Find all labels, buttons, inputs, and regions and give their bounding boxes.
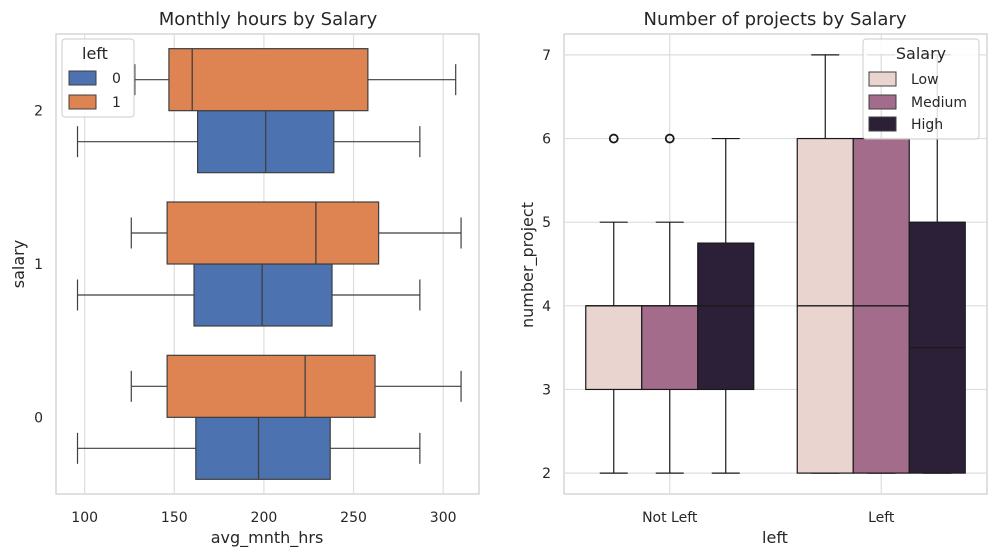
y-tick-label: 4 <box>542 299 551 315</box>
y-tick-label: 6 <box>542 132 551 148</box>
legend-title: Salary <box>896 44 946 63</box>
box-1-1 <box>130 201 462 265</box>
box-body <box>168 48 369 112</box>
outlier-point <box>608 133 619 144</box>
x-tick-label: 250 <box>340 510 367 526</box>
chart-monthly-hours: 100 150 200 250 300 2 1 0 Monthly hours by Sala… <box>9 9 480 548</box>
chart-title: Monthly hours by Salary <box>159 9 378 30</box>
legend-swatch <box>68 94 97 110</box>
legend-frame <box>862 38 980 140</box>
legend-swatch <box>868 116 897 132</box>
box-body <box>193 263 333 327</box>
tick-labels: 100 150 200 250 300 2 1 0 <box>34 104 456 526</box>
box-0-2 <box>76 110 421 174</box>
legend-entry: Low <box>911 72 939 88</box>
x-tick-label: Not Left <box>642 510 698 526</box>
box-1-0 <box>130 354 462 418</box>
chart-number-projects: 2 3 4 5 6 7 Not Left Left Number of projects by… <box>518 9 988 547</box>
box-0-0 <box>76 416 421 480</box>
chart-title: Number of projects by Salary <box>643 9 906 30</box>
box-1-2 <box>134 48 457 112</box>
tick-labels: 2 3 4 5 6 7 Not Left Left <box>542 48 895 526</box>
box-Medium-Not-Left <box>641 133 699 474</box>
box-body <box>166 354 376 418</box>
x-axis-label: avg_mnth_hrs <box>211 528 324 548</box>
legend-entry: Medium <box>911 95 967 111</box>
y-axis-label: salary <box>9 240 28 288</box>
x-tick-label: 300 <box>430 510 457 526</box>
box-series <box>76 48 462 480</box>
legend: left 0 1 <box>61 38 135 118</box>
y-tick-label: 2 <box>542 466 551 482</box>
box-Medium-Left <box>852 54 910 474</box>
box-body <box>641 305 699 391</box>
x-tick-label: 200 <box>251 510 278 526</box>
outlier-point <box>664 133 675 144</box>
box-Low-Not-Left <box>585 133 643 474</box>
y-tick-label: 2 <box>34 104 43 120</box>
box-Low-Left <box>796 54 854 474</box>
legend-swatch <box>868 94 897 110</box>
box-body <box>697 242 755 391</box>
x-axis-label: left <box>762 528 788 547</box>
y-tick-label: 0 <box>34 410 43 426</box>
y-tick-label: 3 <box>542 382 551 398</box>
x-tick-label: 100 <box>71 510 98 526</box>
box-body <box>585 305 643 391</box>
y-axis-label: number_project <box>518 202 538 328</box>
box-High-Not-Left <box>697 137 755 474</box>
legend-entry: 1 <box>112 95 121 111</box>
x-tick-label: 150 <box>161 510 188 526</box>
legend-swatch <box>68 70 97 86</box>
y-tick-label: 5 <box>542 215 551 231</box>
legend: Salary Low Medium High <box>862 38 980 140</box>
box-0-1 <box>76 263 421 327</box>
x-tick-label: Left <box>868 510 895 526</box>
box-body <box>195 416 331 480</box>
box-body <box>166 201 380 265</box>
legend-entry: 0 <box>112 71 121 87</box>
y-tick-label: 7 <box>542 48 551 64</box>
legend-swatch <box>868 71 897 87</box>
legend-title: left <box>82 44 108 63</box>
legend-entry: High <box>911 117 943 133</box>
y-tick-label: 1 <box>34 257 43 273</box>
